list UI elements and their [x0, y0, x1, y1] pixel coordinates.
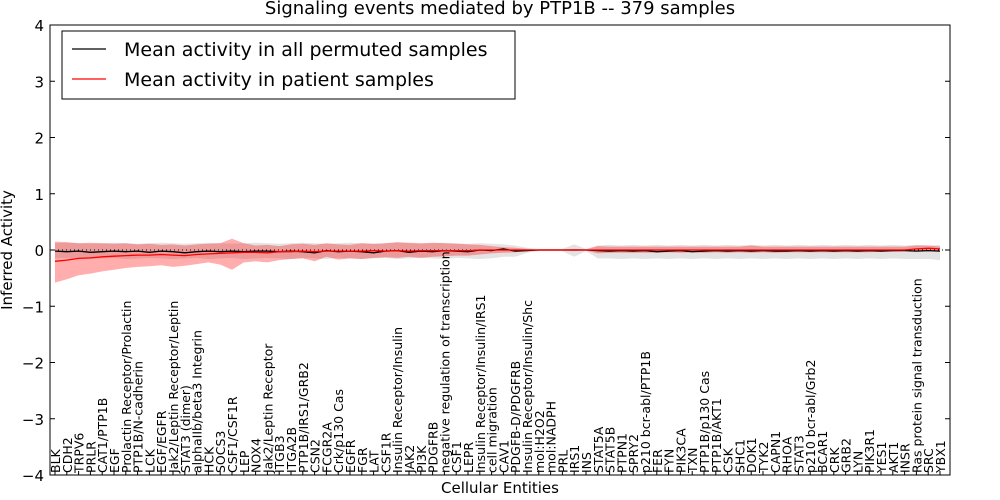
x-tick-label: Insulin Receptor/Insulin/Shc	[520, 300, 535, 473]
y-axis: 4 3 2 1 0 −1 −2 −3 −4	[22, 17, 950, 485]
x-tick-label: PRLR	[83, 441, 98, 473]
patient-line-layer	[54, 247, 941, 262]
x-tick-label: TYK2	[756, 442, 771, 474]
legend-label-permuted: Mean activity in all permuted samples	[124, 39, 487, 61]
legend: Mean activity in all permuted samples Me…	[61, 30, 516, 100]
x-tick-label: CAPN1	[768, 431, 783, 473]
x-tick-label: FYN	[662, 449, 677, 473]
x-tick-label: TRPV6	[72, 433, 87, 474]
y-tick-label: −2	[22, 355, 44, 373]
x-tick-label: INS	[579, 452, 594, 473]
x-tick-label: CRK	[827, 447, 842, 473]
x-tick-label: PI3K	[414, 445, 429, 473]
x-tick-label: Insulin Receptor/Insulin	[390, 327, 405, 473]
x-tick-label: ITGB3	[272, 435, 287, 473]
x-tick-label: STAT3 (dimer)	[178, 385, 193, 473]
x-tick-label: AKT1	[886, 442, 901, 473]
x-tick-label: EGFR	[343, 439, 358, 473]
x-tick-label: SOCS3	[213, 431, 228, 473]
x-tick-label: CAV1	[496, 440, 511, 473]
x-tick-label: PTP1B/N-cadherin	[131, 361, 146, 473]
legend-box	[61, 30, 516, 100]
x-tick-label: cell migration	[485, 387, 500, 473]
x-tick-label: CSN2	[308, 439, 323, 473]
x-tick-label: HCK	[201, 446, 216, 473]
x-tick-label: TXN	[685, 447, 700, 474]
y-tick-label: 3	[34, 73, 44, 91]
x-tick-label: negative regulation of transcription	[437, 251, 452, 473]
y-axis-label: Inferred Activity	[0, 190, 16, 310]
x-tick-label: JAK2	[402, 445, 417, 474]
y-tick-label: 1	[34, 186, 44, 204]
x-tick-label: PTP1B/IRS1/GRB2	[296, 362, 311, 473]
x-tick-label: STAT5A	[591, 426, 606, 473]
x-tick-label: SPRY2	[626, 434, 641, 473]
y-tick-label: 0	[34, 242, 44, 260]
x-tick-label: SRC	[921, 448, 936, 473]
x-tick-label: LEP	[237, 450, 252, 473]
x-tick-label: RHOA	[780, 436, 795, 473]
x-tick-label: SHC1	[732, 439, 747, 473]
x-tick-label: ITGA2B	[284, 427, 299, 473]
patient-series-line	[54, 247, 941, 262]
x-tick-label: Insulin Receptor/Insulin/IRS1	[473, 295, 488, 473]
x-tick-label: mol:NADPH	[544, 401, 559, 473]
legend-label-patient: Mean activity in patient samples	[124, 69, 434, 91]
x-tick-label: p210 bcr-abl/Grb2	[803, 360, 818, 473]
x-tick-label: LYN	[850, 451, 865, 473]
x-tick-label: PDGFB-D/PDGFRB	[508, 361, 523, 473]
y-tick-label: −3	[22, 411, 44, 429]
x-tick-label: LEPR	[461, 442, 476, 473]
x-tick-label: Prolactin Receptor/Prolactin	[119, 301, 134, 473]
x-tick-label: PTP1B/AKT1	[709, 398, 724, 473]
x-tick-label: STAT3	[791, 435, 806, 473]
x-tick-label: LAT	[367, 450, 382, 473]
x-axis-label: Cellular Entities	[441, 479, 559, 497]
x-tick-label: p210 bcr-abl/PTP1B	[638, 351, 653, 473]
x-tick-label: PDGFRB	[426, 422, 441, 473]
y-tick-label: 4	[34, 17, 44, 35]
x-tick-label: NOX4	[249, 438, 264, 473]
y-tick-label: −1	[22, 298, 44, 316]
x-tick-label: CSF1/CSF1R	[225, 396, 240, 473]
x-tick-label: FCGR2A	[319, 422, 334, 473]
x-tick-label: CDH2	[60, 437, 75, 473]
x-tick-label: YBX1	[933, 440, 948, 474]
x-tick-label: IRS1	[567, 445, 582, 473]
y-tick-label: 2	[34, 130, 44, 148]
x-tick-label: Jak2/Leptin Receptor	[260, 343, 275, 474]
x-tick-label: LCK	[142, 448, 157, 473]
chart-title: Signaling events mediated by PTP1B -- 37…	[265, 0, 735, 19]
x-tick-label: INSR	[898, 443, 913, 473]
x-tick-label: CSK	[721, 447, 736, 473]
x-tick-label: DOK1	[744, 437, 759, 473]
x-tick-label: EGF	[107, 448, 122, 473]
x-tick-label: BCAR1	[815, 431, 830, 473]
x-tick-label: PTPN1	[614, 433, 629, 473]
y-tick-label: −4	[22, 467, 44, 485]
permuted-band-layer	[55, 242, 940, 261]
x-tick-label: CSF1	[449, 441, 464, 473]
x-tick-label: YES1	[874, 442, 889, 474]
x-tick-label: BLK	[48, 448, 63, 473]
x-tick-label: Crk/p130 Cas	[331, 389, 346, 473]
x-tick-label: PIK3R1	[862, 429, 877, 473]
x-tick-label: Jak2/Leptin Receptor/Leptin	[166, 301, 181, 474]
x-tick-label: CSF1R	[378, 432, 393, 473]
x-tick-label: FGR	[355, 447, 370, 473]
x-tick-label: PTP1B/p130 Cas	[697, 371, 712, 473]
x-tick-label: mol:H2O2	[532, 410, 547, 473]
x-tick-label: PIK3CA	[673, 428, 688, 473]
x-tick-label: GRB2	[839, 438, 854, 473]
x-tick-label: EGF/EGFR	[154, 410, 169, 473]
permuted-band	[55, 242, 940, 261]
x-tick-label: STAT5B	[603, 427, 618, 473]
x-tick-label: PRL	[555, 450, 570, 473]
x-tick-label: CAT1/PTP1B	[95, 398, 110, 473]
x-tick-label: Ras protein signal transduction	[909, 278, 924, 473]
x-tick-label: alphaIIb/beta3 Integrin	[190, 330, 205, 473]
x-tick-label: FER	[650, 449, 665, 473]
